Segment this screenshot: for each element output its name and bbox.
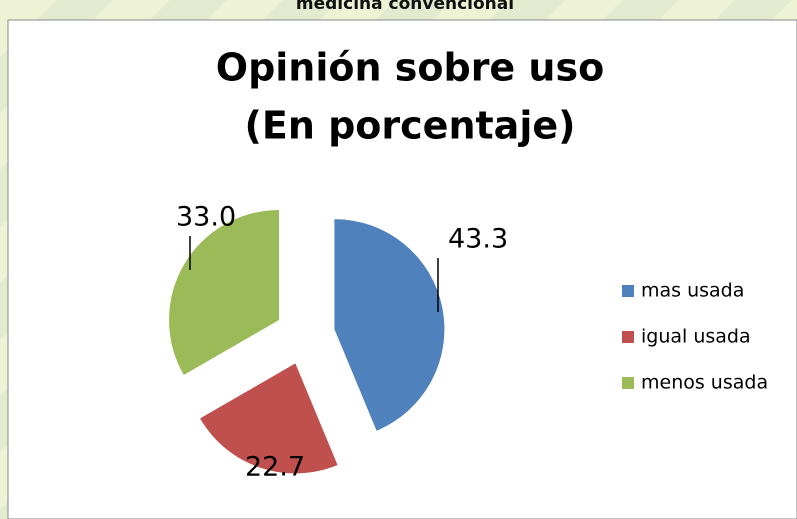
legend-label: igual usada [641,326,751,348]
legend-swatch [622,285,634,297]
data-label: 43.3 [448,224,508,255]
heading: medicina convencional [296,0,514,14]
data-label: 33.0 [176,202,236,233]
legend-label: mas usada [641,280,744,302]
chart-title: (En porcentaje) [245,104,576,148]
legend-swatch [622,331,634,343]
legend-swatch [622,377,634,389]
legend-label: menos usada [641,372,768,394]
pie-slice [200,363,338,474]
pie-slice [334,219,445,431]
data-label: 22.7 [245,452,305,483]
chart-title: Opinión sobre uso [216,46,604,90]
pie-slice [169,210,280,375]
